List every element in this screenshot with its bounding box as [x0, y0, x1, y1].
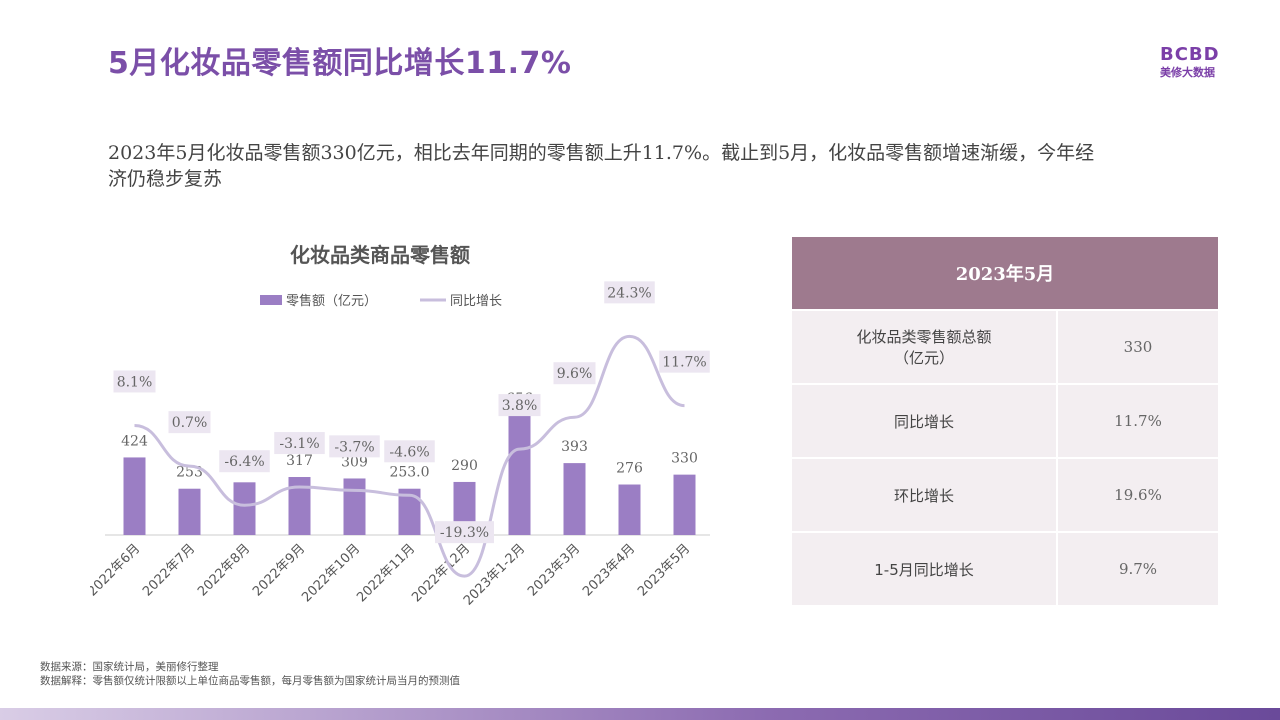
line-label-10: 11.7% [662, 355, 706, 371]
line-label-box-10 [659, 350, 710, 373]
x-tick-label-8: 2023年3月 [525, 541, 583, 599]
summary-table: 2023年5月 化妆品类零售额总额 （亿元） 330 同比增长 11.7% 环比增长 19… [792, 237, 1218, 605]
bar-7 [508, 415, 531, 535]
bar-2 [233, 482, 256, 535]
brand-logo: BCBD 美修大数据 [1160, 44, 1226, 80]
table-row: 环比增长 19.6% [792, 459, 1218, 531]
note-source: 数据来源：国家统计局，美丽修行整理 [40, 661, 219, 673]
bar-4 [343, 478, 366, 535]
logo-subtitle: 美修大数据 [1160, 66, 1215, 79]
x-tick-label-5: 2022年11月 [354, 541, 418, 605]
table-header: 2023年5月 [792, 237, 1218, 309]
bar-10 [673, 474, 696, 535]
table-row: 化妆品类零售额总额 （亿元） 330 [792, 311, 1218, 383]
line-label-box-5 [384, 440, 435, 463]
bar-0 [123, 457, 146, 535]
table-row: 1-5月同比增长 9.7% [792, 533, 1218, 605]
table-row: 同比增长 11.7% [792, 385, 1218, 457]
table-value: 330 [1058, 311, 1218, 383]
bar-label-6: 290 [451, 458, 478, 474]
x-tick-label-10: 2023年5月 [635, 541, 693, 599]
x-tick-label-0: 2022年6月 [90, 541, 143, 599]
table-value: 19.6% [1058, 459, 1218, 531]
bar-3 [288, 477, 311, 535]
legend-swatch-bar [260, 295, 282, 305]
line-label-5: -4.6% [389, 444, 429, 460]
bar-label-8: 393 [561, 439, 588, 455]
legend-label-bar: 零售额（亿元） [286, 293, 377, 309]
line-label-7: 3.8% [502, 398, 538, 414]
footnotes: 数据来源：国家统计局，美丽修行整理 数据解释：零售额仅统计限额以上单位商品零售额… [40, 660, 460, 688]
table-key: 1-5月同比增长 [792, 533, 1056, 605]
bar-label-0: 424 [121, 433, 148, 449]
line-label-box-7 [498, 394, 541, 417]
table-value: 11.7% [1058, 385, 1218, 457]
bar-label-4: 309 [341, 454, 368, 470]
line-label-3: -3.1% [279, 436, 319, 452]
line-label-9: 24.3% [607, 285, 651, 301]
line-label-box-1 [168, 411, 211, 434]
table-key: 环比增长 [792, 459, 1056, 531]
line-label-0: 8.1% [117, 374, 153, 390]
line-label-2: -6.4% [224, 454, 264, 470]
line-label-6: -19.3% [440, 525, 489, 541]
x-tick-label-4: 2022年10月 [299, 541, 363, 605]
bar-label-1: 253 [176, 465, 203, 481]
line-label-box-0 [113, 370, 156, 393]
bar-9 [618, 484, 641, 535]
bar-5 [398, 488, 421, 535]
bar-8 [563, 463, 586, 535]
line-label-box-2 [219, 450, 270, 473]
line-label-box-3 [274, 432, 325, 455]
table-key: 同比增长 [792, 385, 1056, 457]
x-tick-label-3: 2022年9月 [250, 541, 308, 599]
bar-label-3: 317 [286, 453, 313, 469]
line-label-1: 0.7% [172, 415, 208, 431]
bar-label-10: 330 [671, 451, 698, 467]
bar-1 [178, 488, 201, 535]
chart-container: 化妆品类商品零售额零售额（亿元） 同比增长 424 2022年6月 253 2022年7月… [90, 230, 730, 640]
bar-label-9: 276 [616, 461, 643, 477]
table-key: 化妆品类零售额总额 （亿元） [792, 311, 1056, 383]
table-value: 9.7% [1058, 533, 1218, 605]
x-tick-label-1: 2022年7月 [140, 541, 198, 599]
page-title: 5月化妆品零售额同比增长11.7% [108, 46, 572, 81]
bar-label-5: 253.0 [389, 465, 429, 481]
line-label-box-8 [553, 362, 596, 385]
x-tick-label-2: 2022年8月 [195, 541, 253, 599]
note-explain: 数据解释：零售额仅统计限额以上单位商品零售额，每月零售额为国家统计局当月的预测值 [40, 675, 460, 687]
line-label-box-9 [604, 281, 655, 304]
legend-label-line: 同比增长 [450, 294, 502, 309]
line-label-box-6 [435, 521, 494, 544]
line-label-box-4 [329, 435, 380, 458]
chart-title: 化妆品类商品零售额 [290, 243, 470, 267]
logo-mark: BCBD [1160, 44, 1220, 65]
bottom-accent-bar [0, 708, 1280, 720]
x-tick-label-9: 2023年4月 [580, 541, 638, 599]
table-body: 化妆品类零售额总额 （亿元） 330 同比增长 11.7% 环比增长 19.6% 1-5月同… [792, 311, 1218, 605]
description-text: 2023年5月化妆品零售额330亿元，相比去年同期的零售额上升11.7%。截止到… [108, 142, 1095, 190]
line-label-4: -3.7% [334, 439, 374, 455]
line-label-8: 9.6% [557, 366, 593, 382]
